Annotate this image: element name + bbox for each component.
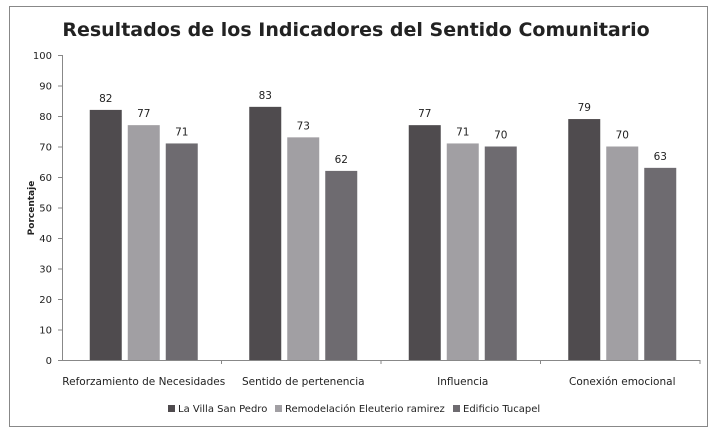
y-tick-label: 70: [39, 143, 52, 154]
y-tick-label: 10: [39, 326, 52, 337]
y-tick-label: 20: [39, 295, 52, 306]
bar: [287, 137, 320, 360]
chart-title: Resultados de los Indicadores del Sentid…: [62, 19, 649, 41]
bar: [249, 106, 282, 360]
legend-label: Edificio Tucapel: [463, 404, 540, 415]
y-tick-label: 60: [39, 173, 52, 184]
y-tick-label: 80: [39, 112, 52, 123]
bar: [446, 143, 479, 360]
legend-item: La Villa San Pedro: [168, 404, 267, 415]
legend-label: Remodelación Eleuterio ramirez: [285, 403, 445, 415]
data-label: 63: [654, 151, 667, 163]
y-tick-label: 30: [39, 265, 52, 276]
bar: [127, 125, 160, 361]
bar: [484, 146, 517, 360]
bar: [325, 170, 358, 360]
bar: [408, 125, 441, 361]
legend-swatch: [168, 405, 175, 412]
bar: [644, 167, 677, 360]
y-tick-label: 90: [39, 82, 52, 93]
bar: [89, 109, 122, 361]
bar: [606, 146, 639, 360]
y-tick-label: 100: [33, 51, 52, 62]
legend-item: Edificio Tucapel: [453, 404, 540, 415]
y-axis-label: Porcentaje: [27, 181, 37, 236]
data-label: 83: [259, 90, 272, 102]
data-label: 73: [297, 120, 310, 132]
x-tick-label: Reforzamiento de Necesidades: [62, 376, 225, 388]
x-tick-label: Conexión emocional: [569, 376, 675, 388]
data-label: 62: [335, 154, 348, 166]
x-tick-label: Influencia: [437, 376, 488, 388]
y-tick-label: 50: [39, 204, 52, 215]
legend-item: Remodelación Eleuterio ramirez: [275, 403, 445, 415]
data-label: 82: [99, 93, 112, 105]
bar: [165, 143, 198, 360]
data-label: 79: [578, 102, 591, 114]
legend-swatch: [275, 405, 282, 412]
data-label: 71: [456, 126, 469, 138]
legend-label: La Villa San Pedro: [178, 404, 267, 415]
y-tick-label: 0: [46, 356, 52, 367]
data-label: 77: [418, 108, 431, 120]
data-label: 77: [137, 108, 150, 120]
data-label: 70: [494, 130, 507, 142]
y-tick-label: 40: [39, 234, 52, 245]
data-label: 71: [175, 126, 188, 138]
bar: [568, 119, 601, 360]
legend-swatch: [453, 405, 460, 412]
data-label: 70: [616, 130, 629, 142]
x-tick-label: Sentido de pertenencia: [242, 376, 365, 388]
